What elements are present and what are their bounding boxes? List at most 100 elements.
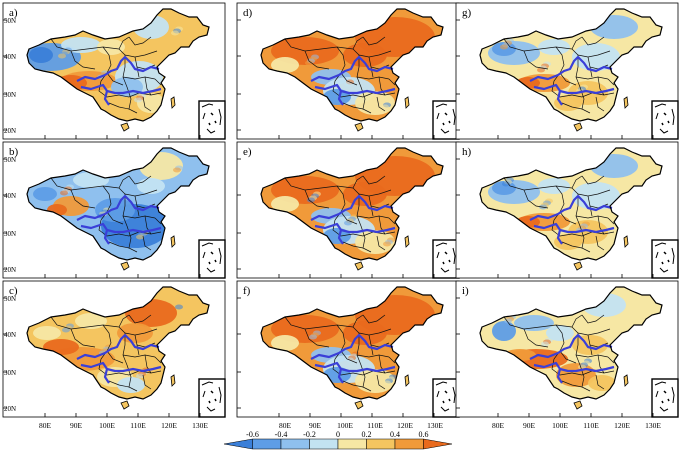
lon-tick-label: 80E (279, 421, 292, 430)
panel-label: b) (9, 146, 19, 158)
lon-tick-label: 130E (645, 421, 661, 430)
lon-tick-label: 80E (492, 421, 505, 430)
south-china-sea-inset (651, 100, 679, 140)
panel-label: d) (243, 7, 253, 19)
colorbar-tick-label: -0.2 (303, 430, 316, 439)
province-borders (50, 36, 162, 114)
lat-tick-label: 30N (4, 369, 16, 377)
hainan-island (354, 400, 364, 410)
lon-tick-label: 110E (367, 421, 383, 430)
hainan-island (354, 261, 364, 271)
river-basin-lines (529, 333, 615, 384)
lat-tick-label: 40N (4, 331, 16, 339)
china-outline (260, 8, 444, 122)
panel-label: a) (9, 7, 18, 19)
taiwan-island (170, 96, 176, 109)
river-basin-lines (529, 194, 615, 245)
colorbar-swatch (280, 438, 310, 450)
lon-axis-2: 80E 90E 100E 110E 120E 130E (492, 421, 661, 430)
panel-label: g) (462, 7, 472, 19)
lat-tick-label: 30N (4, 91, 16, 99)
river-basin-lines (76, 194, 162, 245)
map-panel-c: c)50N 40N 30N 20N (2, 280, 226, 418)
colorbar-swatch (366, 438, 396, 450)
map-panel-a: a)50N 40N 30N 20N (2, 2, 226, 140)
river-basin-lines (529, 55, 615, 106)
lon-tick-label: 120E (614, 421, 630, 430)
taiwan-island (170, 374, 176, 387)
map-panel-b: b)50N 40N 30N 20N (2, 141, 226, 279)
lon-tick-label: 130E (192, 421, 208, 430)
lon-axis-1: 80E 90E 100E 110E 120E 130E (279, 421, 443, 430)
colorbar-tick-label: -0.6 (246, 430, 259, 439)
river-basin-lines (310, 55, 396, 106)
china-outline (260, 147, 444, 261)
hainan-island (120, 400, 130, 410)
colorbar-swatch (423, 438, 453, 450)
lon-axis-0: 80E 90E 100E 110E 120E 130E (39, 421, 208, 430)
china-outline (479, 8, 663, 122)
lon-tick-label: 130E (427, 421, 443, 430)
lon-tick-label: 90E (523, 421, 536, 430)
lon-tick-label: 110E (130, 421, 146, 430)
colorbar-swatch (309, 438, 339, 450)
lon-tick-label: 100E (99, 421, 115, 430)
china-outline (26, 8, 210, 122)
colorbar-swatch (337, 438, 367, 450)
colorbar-tick-label: 0.4 (390, 430, 400, 439)
taiwan-island (404, 235, 410, 248)
hainan-island (573, 400, 583, 410)
colorbar-tick-label: 0.2 (362, 430, 372, 439)
map-panel-i: i) (455, 280, 679, 418)
colorbar-swatch (252, 438, 282, 450)
taiwan-island (404, 96, 410, 109)
panel-label: i) (462, 285, 469, 297)
hainan-island (120, 261, 130, 271)
lon-tick-label: 100E (337, 421, 353, 430)
river-basin-lines (76, 333, 162, 384)
panel-label: e) (243, 146, 252, 158)
hainan-island (354, 122, 364, 132)
panel-label: h) (462, 146, 472, 158)
south-china-sea-inset (651, 239, 679, 279)
hainan-island (573, 261, 583, 271)
map-panel-f: f) (236, 280, 460, 418)
china-outline (26, 286, 210, 400)
lon-tick-label: 120E (161, 421, 177, 430)
taiwan-island (170, 235, 176, 248)
map-panel-e: e) (236, 141, 460, 279)
south-china-sea-inset (432, 239, 460, 279)
south-china-sea-inset (198, 100, 226, 140)
lat-tick-label: 20N (4, 266, 16, 274)
colorbar-tick-label: 0 (336, 430, 340, 439)
map-panel-h: h) (455, 141, 679, 279)
province-borders (50, 175, 162, 253)
lat-tick-label: 50N (4, 17, 16, 25)
china-outline (260, 286, 444, 400)
lat-tick-label: 50N (4, 295, 16, 303)
colorbar-tick-label: 0.6 (419, 430, 429, 439)
river-basin-lines (76, 55, 162, 106)
lon-tick-label: 90E (70, 421, 83, 430)
china-outline (479, 147, 663, 261)
map-panel-d: d) (236, 2, 460, 140)
taiwan-island (404, 374, 410, 387)
south-china-sea-inset (432, 378, 460, 418)
hainan-island (120, 122, 130, 132)
lat-tick-label: 50N (4, 156, 16, 164)
panel-label: f) (243, 285, 251, 297)
lon-tick-label: 80E (39, 421, 52, 430)
hainan-island (573, 122, 583, 132)
south-china-sea-inset (432, 100, 460, 140)
south-china-sea-inset (651, 378, 679, 418)
taiwan-island (623, 374, 629, 387)
river-basin-lines (310, 333, 396, 384)
lat-tick-label: 30N (4, 230, 16, 238)
south-china-sea-inset (198, 239, 226, 279)
lon-tick-label: 90E (309, 421, 322, 430)
panel-label: c) (9, 285, 18, 297)
lon-tick-label: 120E (397, 421, 413, 430)
lon-tick-label: 110E (583, 421, 599, 430)
